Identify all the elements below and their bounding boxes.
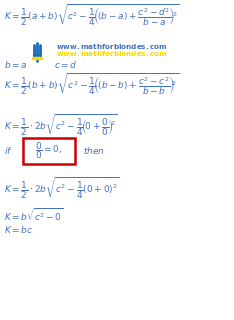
Text: $K=\dfrac{1}{2}\cdot 2b\sqrt{c^2-\dfrac{1}{4}(0+0)^2}$: $K=\dfrac{1}{2}\cdot 2b\sqrt{c^2-\dfrac{… [4,175,120,201]
Text: $\mathbf{www.mathforblondes.com}$: $\mathbf{www.mathforblondes.com}$ [56,42,168,51]
Text: $\mathbf{www.mathforblondes.com}$: $\mathbf{www.mathforblondes.com}$ [56,49,168,58]
Text: $b=a$: $b=a$ [4,59,28,70]
Text: $\dfrac{0}{0}=0,$: $\dfrac{0}{0}=0,$ [35,140,63,161]
Text: $K=bc$: $K=bc$ [4,224,33,235]
Text: $K=\dfrac{1}{2}\cdot 2b\sqrt{c^2-\dfrac{1}{4}\!\left(\!0+\dfrac{0}{0}\!\right)^{: $K=\dfrac{1}{2}\cdot 2b\sqrt{c^2-\dfrac{… [4,112,118,138]
Text: $c=d$: $c=d$ [54,59,78,70]
Text: $if$: $if$ [4,145,13,156]
Text: $K=b\sqrt{c^2-0}$: $K=b\sqrt{c^2-0}$ [4,207,64,224]
Text: $then$: $then$ [83,145,105,156]
Text: $K=\dfrac{1}{2}(b+b)\sqrt{c^2-\dfrac{1}{4}\!\left(\!(b-b)+\dfrac{c^2-c^2}{b-b}\!: $K=\dfrac{1}{2}(b+b)\sqrt{c^2-\dfrac{1}{… [4,72,179,98]
FancyBboxPatch shape [23,138,75,164]
Text: $K=\dfrac{1}{2}(a+b)\sqrt{c^2-\dfrac{1}{4}\!\left(\!(b-a)+\dfrac{c^2-d^2}{b-a}\!: $K=\dfrac{1}{2}(a+b)\sqrt{c^2-\dfrac{1}{… [4,3,180,29]
